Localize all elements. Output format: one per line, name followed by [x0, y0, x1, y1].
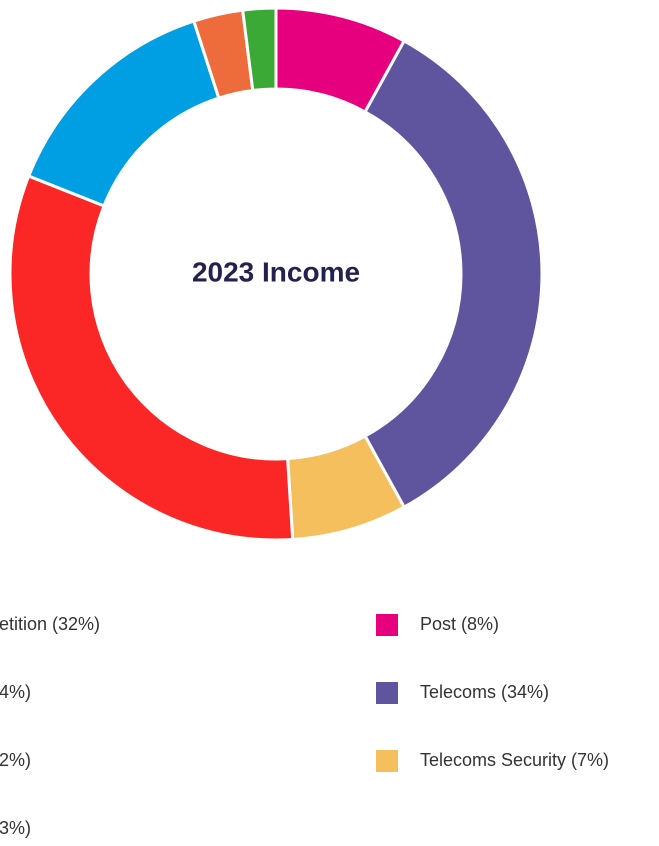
donut-slice [240, 6, 278, 93]
legend-swatch [376, 682, 398, 704]
legend-label: Telecoms Security (7%) [420, 750, 609, 770]
legend-label: 4%) [0, 682, 31, 702]
legend-label: 3%) [0, 818, 31, 838]
legend-swatch [376, 750, 398, 772]
donut-slice [26, 19, 221, 208]
chart-title: 2023 Income [192, 256, 360, 287]
legend-swatch [376, 614, 398, 636]
legend-label: etition (32%) [0, 614, 100, 634]
legend-label: 2%) [0, 750, 31, 770]
donut-slice [363, 38, 544, 510]
donut-slice [8, 174, 295, 542]
legend-label: Post (8%) [420, 614, 499, 634]
legend-label: Telecoms (34%) [420, 682, 549, 702]
